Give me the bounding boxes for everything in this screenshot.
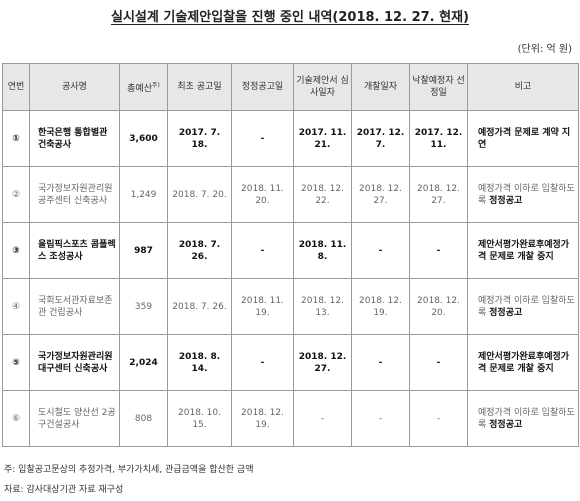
cell-review-date: 2018. 12. 13.	[293, 278, 352, 335]
header-opening-date: 개찰일자	[351, 63, 410, 111]
cell-budget: 1,249	[119, 166, 168, 223]
table-row: ⑤ 국가정보자원관리원 대구센터 신축공사 2,024 2018. 8. 14. -20…	[2, 334, 579, 391]
remark-emphasis: 개찰 중지	[517, 251, 554, 262]
remark-emphasis: 정정공고	[489, 195, 523, 206]
cell-selection-date: 2018. 12. 27.	[409, 166, 468, 223]
header-selection-date: 낙찰예정자 선정일	[409, 63, 468, 111]
cell-review-date: 2018. 11. 8.	[293, 222, 352, 279]
cell-remark: 예정가격 문제로 계약 지연	[467, 110, 579, 167]
header-corrected-notice: 정정공고일	[231, 63, 294, 111]
remark-emphasis: 개찰 중지	[517, 363, 554, 374]
cell-review-date: -	[293, 390, 352, 447]
cell-remark: 제안서평가완료후예정가격 문제로 개찰 중지	[467, 222, 579, 279]
cell-review-date: 2017. 11. 21.	[293, 110, 352, 167]
bidding-table: 연번 공사명 총예산주) 최초 공고일 정정공고일 기술제안서 심사일자 개찰일…	[2, 63, 579, 447]
cell-selection-date: 2018. 12. 20.	[409, 278, 468, 335]
header-review-date: 기술제안서 심사일자	[293, 63, 352, 111]
cell-no: ③	[2, 222, 30, 279]
cell-remark: 예정가격 이하로 입찰하도록 정정공고	[467, 278, 579, 335]
table-row: ⑥ 도시철도 양산선 2공구건설공사 808 2018. 10. 15. 2018. 1…	[2, 390, 579, 447]
cell-no: ②	[2, 166, 30, 223]
header-name: 공사명	[29, 63, 120, 111]
source-note: 자료: 감사대상기관 자료 재구성	[4, 485, 124, 495]
cell-review-date: 2018. 12. 27.	[293, 334, 352, 391]
cell-budget: 2,024	[119, 334, 168, 391]
cell-selection-date: -	[409, 334, 468, 391]
footnote: 주: 입찰공고문상의 추정가격, 부가가치세, 관급금액을 합산한 금액	[4, 465, 254, 475]
cell-opening-date: -	[351, 222, 410, 279]
unit-label: (단위: 억 원)	[517, 44, 572, 55]
cell-name: 국가정보자원관리원 대구센터 신축공사	[29, 334, 120, 391]
page-title: 실시설계 기술제안입찰을 진행 중인 내역(2018. 12. 27. 현재)	[111, 10, 469, 25]
cell-name: 국회도서관자료보존관 건립공사	[29, 278, 120, 335]
cell-remark: 예정가격 이하로 입찰하도록 정정공고	[467, 166, 579, 223]
cell-corrected-notice: 2018. 11. 20.	[231, 166, 294, 223]
cell-name: 한국은행 통합별관 건축공사	[29, 110, 120, 167]
header-no: 연번	[2, 63, 30, 111]
table-header-row: 연번 공사명 총예산주) 최초 공고일 정정공고일 기술제안서 심사일자 개찰일…	[2, 63, 579, 111]
table-row: ② 국가정보자원관리원 공주센터 신축공사 1,249 2018. 7. 20. 201…	[2, 166, 579, 223]
cell-opening-date: 2017. 12. 7.	[351, 110, 410, 167]
header-budget: 총예산주)	[119, 63, 168, 111]
cell-budget: 987	[119, 222, 168, 279]
cell-no: ④	[2, 278, 30, 335]
cell-opening-date: -	[351, 390, 410, 447]
cell-name: 국가정보자원관리원 공주센터 신축공사	[29, 166, 120, 223]
remark-text: 예정가격 이하로 입찰하도록	[478, 295, 575, 318]
cell-review-date: 2018. 12. 22.	[293, 166, 352, 223]
header-first-notice: 최초 공고일	[167, 63, 232, 111]
cell-name: 올림픽스포츠 콤플렉스 조성공사	[29, 222, 120, 279]
cell-corrected-notice: 2018. 12. 19.	[231, 390, 294, 447]
cell-corrected-notice: -	[231, 334, 294, 391]
table-row: ① 한국은행 통합별관 건축공사 3,600 2017. 7. 18. -2017. 1…	[2, 110, 579, 167]
cell-selection-date: -	[409, 222, 468, 279]
cell-first-notice: 2018. 10. 15.	[167, 390, 232, 447]
cell-corrected-notice: 2018. 11. 19.	[231, 278, 294, 335]
cell-no: ①	[2, 110, 30, 167]
cell-opening-date: 2018. 12. 27.	[351, 166, 410, 223]
cell-opening-date: -	[351, 334, 410, 391]
table-row: ③ 올림픽스포츠 콤플렉스 조성공사 987 2018. 7. 26. -2018. 1…	[2, 222, 579, 279]
remark-text: 예정가격 이하로 입찰하도록	[478, 407, 575, 430]
cell-selection-date: -	[409, 390, 468, 447]
cell-no: ⑤	[2, 334, 30, 391]
cell-remark: 제안서평가완료후예정가격 문제로 개찰 중지	[467, 334, 579, 391]
remark-text: 제안서평가완료후예정가격 문제로	[478, 351, 570, 374]
cell-corrected-notice: -	[231, 222, 294, 279]
cell-first-notice: 2018. 8. 14.	[167, 334, 232, 391]
remark-text: 예정가격 문제로	[478, 127, 543, 138]
table-row: ④ 국회도서관자료보존관 건립공사 359 2018. 7. 26. 2018. 11.…	[2, 278, 579, 335]
cell-budget: 808	[119, 390, 168, 447]
cell-first-notice: 2018. 7. 26.	[167, 278, 232, 335]
cell-selection-date: 2017. 12. 11.	[409, 110, 468, 167]
remark-emphasis: 정정공고	[489, 419, 523, 430]
cell-first-notice: 2018. 7. 20.	[167, 166, 232, 223]
remark-text: 예정가격 이하로 입찰하도록	[478, 183, 575, 206]
header-remark: 비고	[467, 63, 579, 111]
remark-emphasis: 정정공고	[489, 307, 523, 318]
cell-no: ⑥	[2, 390, 30, 447]
cell-remark: 예정가격 이하로 입찰하도록 정정공고	[467, 390, 579, 447]
cell-corrected-notice: -	[231, 110, 294, 167]
remark-text: 제안서평가완료후예정가격 문제로	[478, 239, 570, 262]
cell-first-notice: 2018. 7. 26.	[167, 222, 232, 279]
remark-emphasis: 계약 지연	[478, 127, 571, 150]
cell-budget: 359	[119, 278, 168, 335]
cell-opening-date: 2018. 12. 19.	[351, 278, 410, 335]
cell-first-notice: 2017. 7. 18.	[167, 110, 232, 167]
cell-budget: 3,600	[119, 110, 168, 167]
cell-name: 도시철도 양산선 2공구건설공사	[29, 390, 120, 447]
